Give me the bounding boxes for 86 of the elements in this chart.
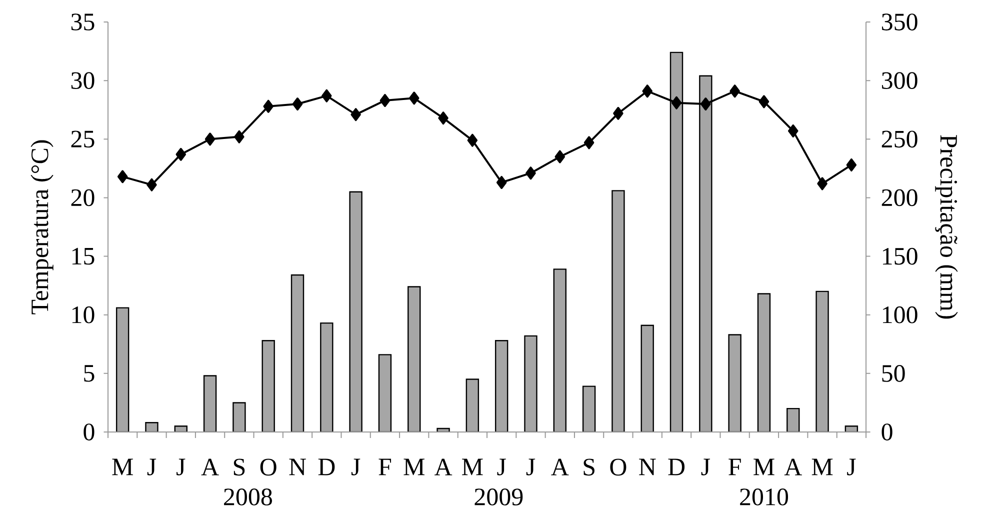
x-tick-label: J bbox=[147, 458, 156, 476]
point bbox=[146, 178, 157, 192]
y2-tick-label: 50 bbox=[882, 364, 905, 382]
bar bbox=[553, 268, 566, 432]
y-tick-label: 5 bbox=[84, 365, 94, 382]
point bbox=[526, 166, 536, 180]
y2-tick-label: 150 bbox=[883, 248, 918, 265]
x-tick-label: J bbox=[701, 458, 710, 476]
x-tick-label: M bbox=[112, 458, 133, 476]
x-tick-label: N bbox=[289, 458, 306, 476]
bar bbox=[290, 274, 304, 432]
y-tick-label: 35 bbox=[71, 14, 94, 30]
x-tick-label: J bbox=[176, 458, 186, 476]
point bbox=[234, 130, 244, 144]
x-tick-label: F bbox=[728, 458, 741, 476]
x-tick-label: A bbox=[551, 458, 569, 476]
x-tick-label: A bbox=[434, 458, 452, 476]
x-tick-label: A bbox=[784, 458, 802, 476]
point bbox=[700, 98, 711, 110]
bar bbox=[408, 286, 421, 432]
bar bbox=[203, 375, 217, 432]
x-tick-label: F bbox=[378, 458, 392, 476]
point bbox=[671, 96, 682, 110]
x-tick-label: D bbox=[318, 458, 335, 476]
point bbox=[204, 132, 216, 146]
x-tick-label: M bbox=[812, 458, 833, 476]
bar bbox=[670, 52, 684, 432]
y-tick-label: 25 bbox=[71, 130, 94, 148]
x-tick-label: S bbox=[234, 458, 245, 476]
text: 2008 bbox=[224, 488, 272, 506]
point bbox=[730, 84, 740, 98]
point bbox=[408, 92, 420, 105]
y-tick-label: 0 bbox=[84, 424, 94, 440]
x-tick-label: J bbox=[351, 458, 360, 476]
y-tick-label: 20 bbox=[71, 189, 94, 206]
point bbox=[788, 124, 798, 138]
bar bbox=[466, 378, 480, 432]
x-tick-label: J bbox=[847, 458, 856, 476]
bar bbox=[494, 340, 508, 432]
y2-tick-label: 250 bbox=[882, 130, 918, 148]
y-tick-label: 30 bbox=[71, 72, 94, 90]
bar bbox=[262, 340, 275, 432]
text: 2009 bbox=[474, 488, 523, 506]
x-tick-label: M bbox=[404, 458, 425, 476]
x-tick-label: J bbox=[497, 458, 506, 476]
x-tick-label: S bbox=[584, 458, 594, 476]
point bbox=[438, 112, 448, 125]
point bbox=[817, 177, 828, 190]
x-tick-label: M bbox=[462, 458, 483, 476]
point bbox=[350, 108, 361, 122]
point bbox=[380, 94, 390, 107]
y2-tick-label: 100 bbox=[883, 306, 918, 324]
x-tick-label: N bbox=[639, 458, 656, 476]
bar bbox=[116, 307, 130, 432]
point bbox=[758, 95, 770, 108]
x-tick-label: A bbox=[201, 458, 219, 476]
y-tick-label: 15 bbox=[72, 248, 94, 265]
bar bbox=[757, 293, 771, 432]
x-tick-label: O bbox=[260, 458, 276, 476]
y-tick-label: 10 bbox=[72, 306, 94, 324]
point bbox=[467, 134, 478, 147]
point bbox=[117, 170, 128, 184]
point bbox=[554, 150, 566, 164]
y-axis-title: Temperatura (°C) bbox=[30, 140, 54, 314]
point bbox=[176, 148, 186, 161]
y2-tick-label: 0 bbox=[882, 424, 892, 440]
point bbox=[584, 136, 594, 150]
bar bbox=[640, 324, 654, 432]
point bbox=[292, 98, 303, 110]
point bbox=[642, 84, 652, 98]
y2-tick-label: 300 bbox=[882, 72, 918, 90]
point bbox=[322, 89, 332, 102]
bar bbox=[699, 75, 712, 432]
point bbox=[263, 100, 274, 113]
point bbox=[846, 158, 857, 172]
text: 2010 bbox=[740, 488, 788, 506]
x-tick-label: D bbox=[668, 458, 685, 476]
bar bbox=[378, 354, 392, 432]
y2-tick-label: 350 bbox=[882, 14, 918, 30]
point bbox=[496, 176, 507, 189]
x-tick-label: M bbox=[754, 458, 774, 476]
x-tick-label: O bbox=[610, 458, 626, 476]
y2-axis-title: Precipitação (mm) bbox=[935, 135, 958, 319]
point bbox=[613, 106, 624, 120]
y2-tick-label: 200 bbox=[882, 189, 918, 206]
x-tick-label: J bbox=[526, 458, 536, 476]
